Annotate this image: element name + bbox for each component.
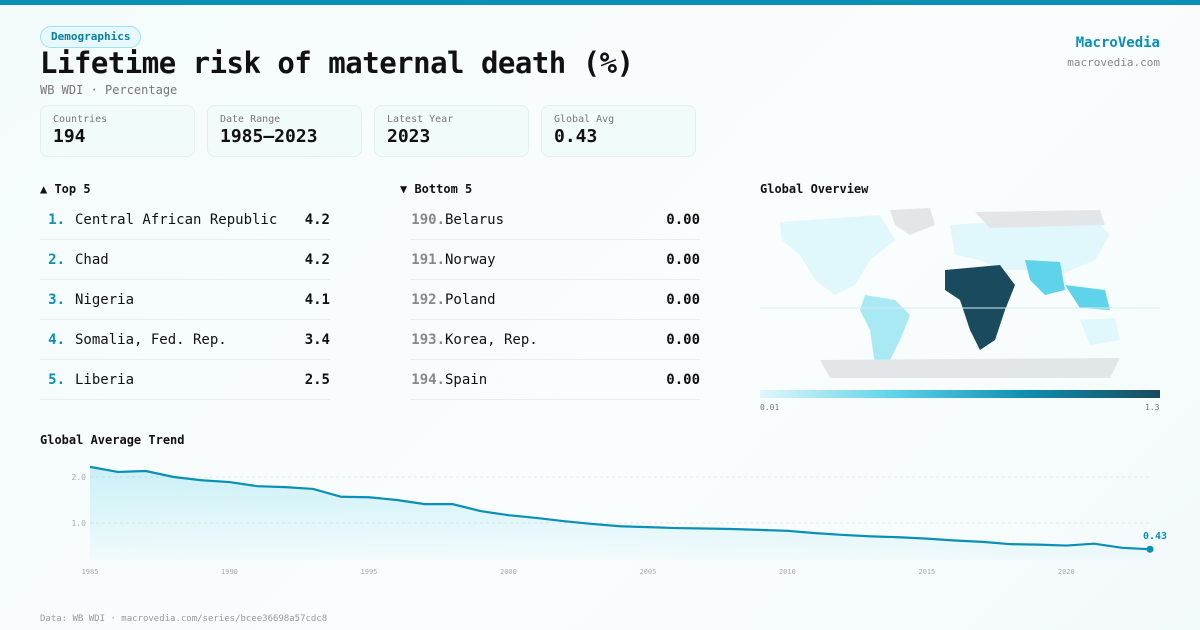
ranking-row[interactable]: 192. Poland 0.00 (410, 280, 700, 320)
rank: 193. (411, 331, 445, 348)
x-tick-label: 2020 (1058, 568, 1075, 576)
brand-url[interactable]: macrovedia.com (1067, 56, 1160, 69)
rank: 3. (48, 291, 65, 308)
stat-label: Latest Year (387, 114, 454, 125)
map-north-america[interactable] (780, 215, 895, 295)
map-europe-asia[interactable] (950, 215, 1110, 275)
ranking-row[interactable]: 191. Norway 0.00 (410, 240, 700, 280)
top5-heading: ▲ Top 5 (40, 182, 91, 196)
rank: 194. (411, 371, 445, 388)
stat-card-global-avg: Global Avg 0.43 (541, 105, 696, 157)
legend-min: 0.01 (760, 403, 780, 412)
ranking-row[interactable]: 5. Liberia 2.5 (40, 360, 330, 400)
ranking-row[interactable]: 1. Central African Republic 4.2 (40, 200, 330, 240)
rank: 190. (411, 211, 445, 228)
map-south-asia[interactable] (1025, 260, 1065, 295)
bottom5-heading: ▼ Bottom 5 (400, 182, 473, 196)
country-value: 0.00 (666, 371, 700, 388)
country-name: Belarus (445, 211, 505, 228)
country-name: Korea, Rep. (445, 331, 538, 348)
map-australia[interactable] (1080, 318, 1120, 345)
y-tick-label: 1.0 (72, 519, 87, 528)
stat-value: 0.43 (554, 126, 598, 147)
stat-card-latest-year: Latest Year 2023 (374, 105, 529, 157)
map-heading: Global Overview (760, 182, 869, 196)
country-value: 0.00 (666, 331, 700, 348)
top-accent-bar (0, 0, 1200, 5)
stat-card-countries: Countries 194 (40, 105, 195, 157)
ranking-row[interactable]: 2. Chad 4.2 (40, 240, 330, 280)
trend-line (89, 465, 1151, 551)
country-value: 4.2 (304, 211, 330, 228)
country-value: 4.1 (304, 291, 330, 308)
y-tick-label: 2.0 (72, 473, 87, 482)
ranking-row[interactable]: 190. Belarus 0.00 (410, 200, 700, 240)
x-tick-label: 1985 (82, 568, 99, 576)
world-map[interactable] (760, 200, 1160, 415)
country-name: Liberia (75, 371, 135, 388)
map-legend-scale (760, 390, 1160, 398)
country-value: 3.4 (304, 331, 330, 348)
category-badge[interactable]: Demographics (40, 26, 142, 48)
page-title: Lifetime risk of maternal death (%) (40, 46, 634, 80)
ranking-row[interactable]: 4. Somalia, Fed. Rep. 3.4 (40, 320, 330, 360)
country-name: Spain (445, 371, 488, 388)
stat-value: 1985–2023 (220, 126, 318, 147)
page-subtitle: WB WDI · Percentage (40, 83, 178, 97)
trend-chart-title: Global Average Trend (40, 433, 185, 447)
country-value: 0.00 (666, 291, 700, 308)
stat-card-date-range: Date Range 1985–2023 (207, 105, 362, 157)
country-value: 2.5 (304, 371, 330, 388)
stat-label: Countries (53, 114, 108, 125)
stat-label: Global Avg (554, 114, 615, 125)
x-tick-label: 2015 (918, 568, 935, 576)
rank: 1. (48, 211, 65, 228)
x-tick-label: 2005 (639, 568, 656, 576)
map-antarctica (820, 358, 1120, 378)
map-south-america[interactable] (860, 295, 910, 370)
stat-value: 194 (53, 126, 86, 147)
rank: 191. (411, 251, 445, 268)
country-name: Somalia, Fed. Rep. (75, 331, 227, 348)
last-value-label: 0.43 (1143, 531, 1167, 542)
country-name: Central African Republic (75, 211, 278, 228)
ranking-row[interactable]: 3. Nigeria 4.1 (40, 280, 330, 320)
rank: 2. (48, 251, 65, 268)
x-tick-label: 1990 (221, 568, 238, 576)
country-name: Chad (75, 251, 109, 268)
rank: 5. (48, 371, 65, 388)
country-name: Nigeria (75, 291, 135, 308)
ranking-row[interactable]: 194. Spain 0.00 (410, 360, 700, 400)
legend-max: 1.3 (1145, 403, 1160, 412)
trend-chart[interactable]: 1.0 2.0 1985 1990 1995 2000 2005 2010 2015 2020 0.… (0, 450, 1200, 580)
map-se-asia[interactable] (1065, 285, 1110, 310)
data-point (1146, 545, 1154, 553)
country-value: 0.00 (666, 251, 700, 268)
country-value: 4.2 (304, 251, 330, 268)
ranking-row[interactable]: 193. Korea, Rep. 0.00 (410, 320, 700, 360)
footer-source: Data: WB WDI · macrovedia.com/series/bce… (40, 614, 328, 624)
map-greenland (890, 208, 935, 235)
x-tick-label: 2010 (779, 568, 796, 576)
trend-area (90, 466, 1150, 560)
map-russia (975, 210, 1105, 228)
x-tick-label: 1995 (361, 568, 378, 576)
x-tick-label: 2000 (500, 568, 517, 576)
brand-logo[interactable]: MacroVedia (1075, 35, 1160, 51)
stat-label: Date Range (220, 114, 281, 125)
country-name: Poland (445, 291, 496, 308)
country-value: 0.00 (666, 211, 700, 228)
stat-value: 2023 (387, 126, 431, 147)
country-name: Norway (445, 251, 496, 268)
rank: 4. (48, 331, 65, 348)
rank: 192. (411, 291, 445, 308)
